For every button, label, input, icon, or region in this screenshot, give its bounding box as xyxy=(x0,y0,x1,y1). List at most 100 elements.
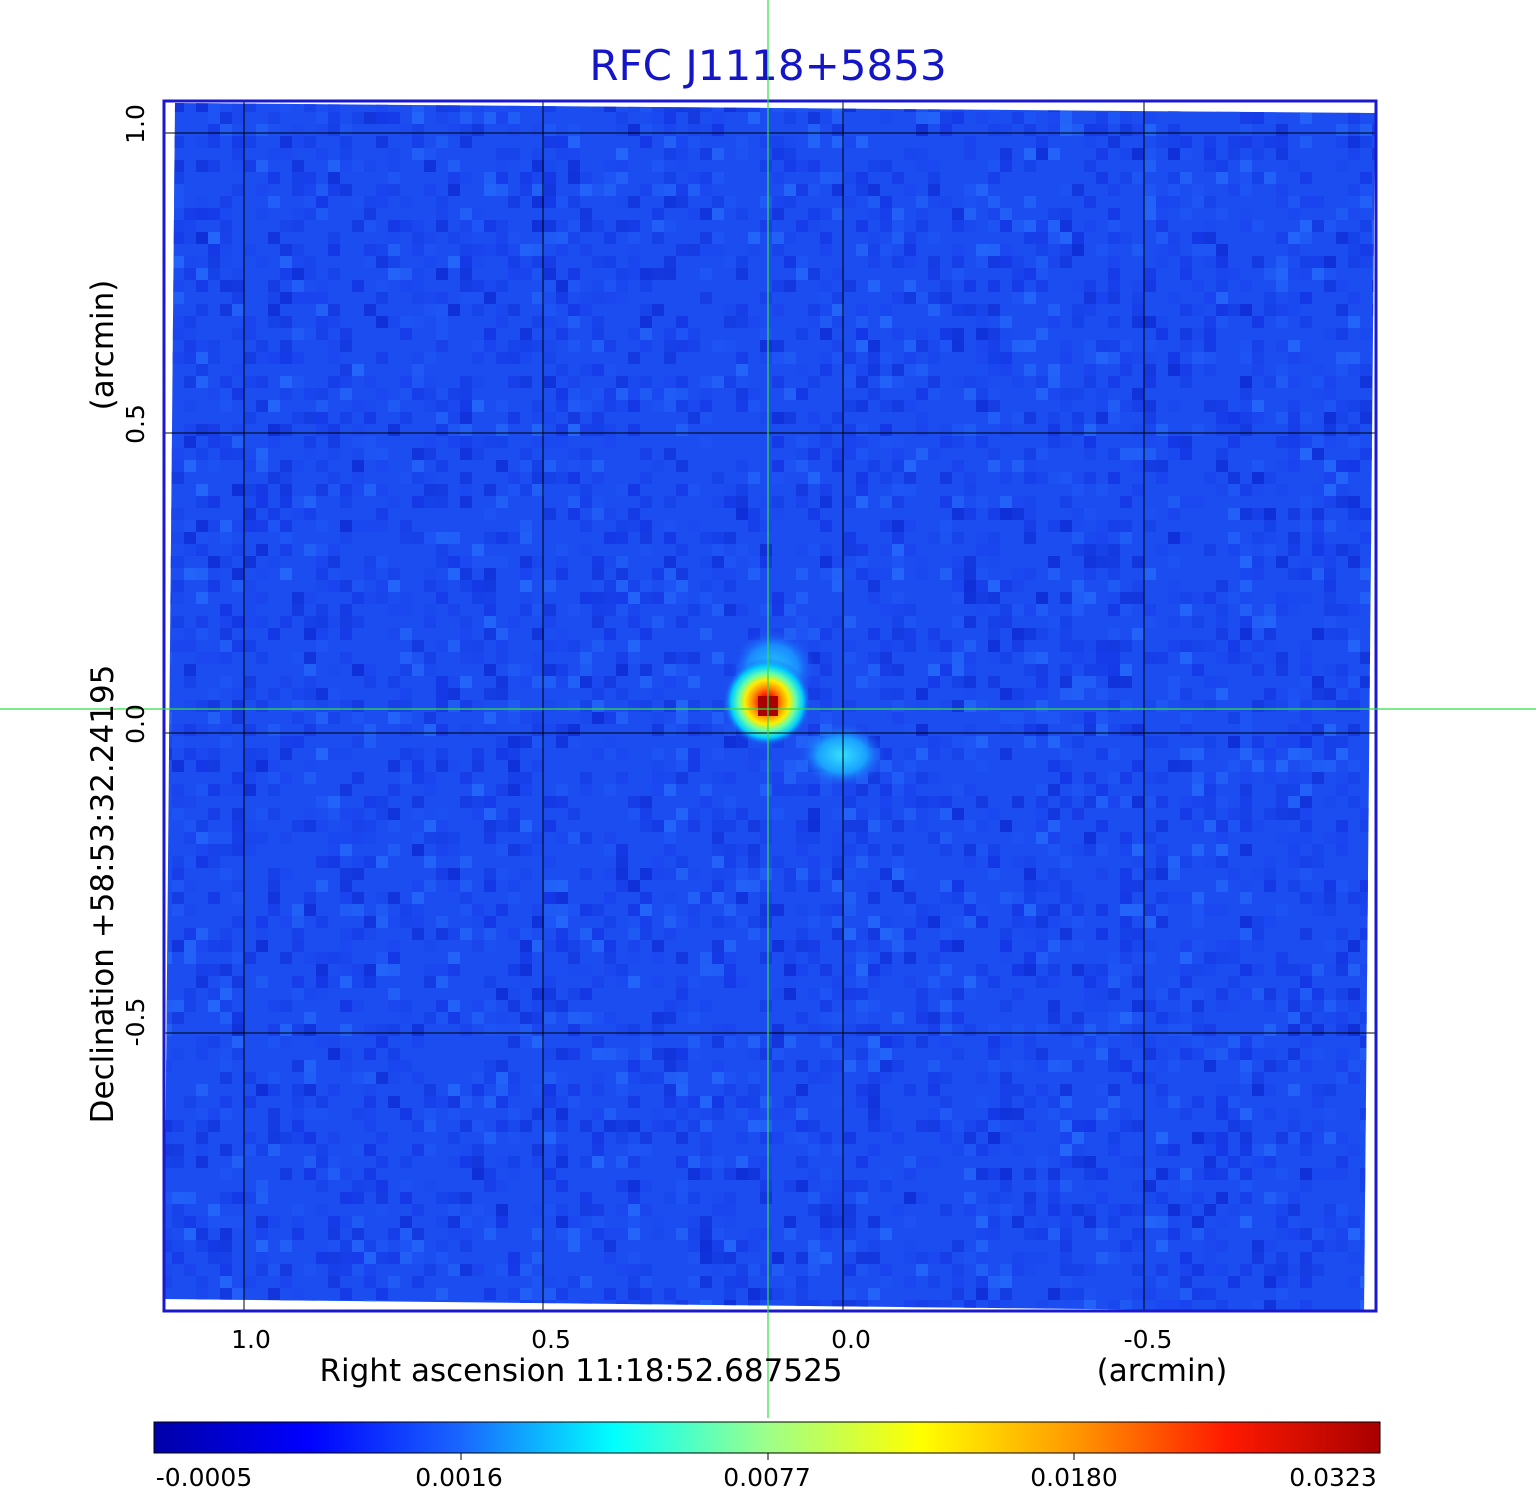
noise-pixel xyxy=(544,1072,556,1084)
noise-pixel xyxy=(1144,436,1156,448)
noise-pixel xyxy=(940,520,952,532)
noise-pixel xyxy=(184,676,196,688)
noise-pixel xyxy=(1096,784,1108,796)
noise-pixel xyxy=(376,460,388,472)
noise-pixel xyxy=(988,400,1000,412)
noise-pixel xyxy=(1000,940,1012,952)
noise-pixel xyxy=(1276,184,1288,196)
noise-pixel xyxy=(988,856,1000,868)
noise-pixel xyxy=(700,532,712,544)
noise-pixel xyxy=(436,412,448,424)
noise-pixel xyxy=(580,448,592,460)
noise-pixel xyxy=(1336,988,1348,1000)
noise-pixel xyxy=(364,1120,376,1132)
noise-pixel xyxy=(1336,160,1348,172)
noise-pixel xyxy=(220,280,232,292)
noise-pixel xyxy=(820,292,832,304)
noise-pixel xyxy=(1264,748,1276,760)
noise-pixel xyxy=(868,976,880,988)
noise-pixel xyxy=(1204,676,1216,688)
noise-pixel xyxy=(1036,448,1048,460)
noise-pixel xyxy=(1144,1180,1156,1192)
noise-pixel xyxy=(1012,568,1024,580)
noise-pixel xyxy=(400,772,412,784)
noise-pixel xyxy=(808,1024,820,1036)
noise-pixel xyxy=(196,1036,208,1048)
noise-pixel xyxy=(592,568,604,580)
noise-pixel xyxy=(220,196,232,208)
noise-pixel xyxy=(652,1216,664,1228)
noise-pixel xyxy=(796,256,808,268)
noise-pixel xyxy=(1048,1000,1060,1012)
noise-pixel xyxy=(628,1216,640,1228)
noise-pixel xyxy=(940,808,952,820)
noise-pixel xyxy=(340,844,352,856)
noise-pixel xyxy=(1288,988,1300,1000)
noise-pixel xyxy=(808,808,820,820)
noise-pixel xyxy=(196,1216,208,1228)
noise-pixel xyxy=(664,868,676,880)
noise-pixel xyxy=(664,1192,676,1204)
noise-pixel xyxy=(808,1240,820,1252)
noise-pixel xyxy=(640,1072,652,1084)
noise-pixel xyxy=(208,460,220,472)
noise-pixel xyxy=(220,928,232,940)
noise-pixel xyxy=(436,424,448,436)
noise-pixel xyxy=(340,1288,352,1300)
noise-pixel xyxy=(376,196,388,208)
noise-pixel xyxy=(184,1216,196,1228)
noise-pixel xyxy=(568,940,580,952)
noise-pixel xyxy=(556,1288,568,1300)
noise-pixel xyxy=(1060,1120,1072,1132)
noise-pixel xyxy=(172,580,184,592)
noise-pixel xyxy=(1132,904,1144,916)
noise-pixel xyxy=(1312,844,1324,856)
noise-pixel xyxy=(1192,1036,1204,1048)
noise-pixel xyxy=(508,304,520,316)
noise-pixel xyxy=(352,580,364,592)
noise-pixel xyxy=(328,376,340,388)
noise-pixel xyxy=(484,568,496,580)
noise-pixel xyxy=(976,256,988,268)
noise-pixel xyxy=(1372,1060,1375,1072)
noise-pixel xyxy=(640,1048,652,1060)
noise-pixel xyxy=(1156,424,1168,436)
noise-pixel xyxy=(340,520,352,532)
noise-pixel xyxy=(1372,556,1375,568)
noise-pixel xyxy=(688,484,700,496)
noise-pixel xyxy=(832,124,844,136)
noise-pixel xyxy=(1132,1228,1144,1240)
noise-pixel xyxy=(1084,1156,1096,1168)
noise-pixel xyxy=(1276,1252,1288,1264)
noise-pixel xyxy=(304,1132,316,1144)
noise-pixel xyxy=(796,436,808,448)
noise-pixel xyxy=(760,1000,772,1012)
noise-pixel xyxy=(616,1024,628,1036)
noise-pixel xyxy=(784,112,796,124)
noise-pixel xyxy=(304,724,316,736)
noise-pixel xyxy=(628,424,640,436)
noise-pixel xyxy=(808,820,820,832)
noise-pixel xyxy=(508,784,520,796)
noise-pixel xyxy=(580,424,592,436)
noise-pixel xyxy=(172,616,184,628)
noise-pixel xyxy=(604,628,616,640)
noise-pixel xyxy=(580,832,592,844)
noise-pixel xyxy=(1120,868,1132,880)
noise-pixel xyxy=(808,1132,820,1144)
noise-pixel xyxy=(928,340,940,352)
noise-pixel xyxy=(164,1000,172,1012)
noise-pixel xyxy=(316,484,328,496)
noise-pixel xyxy=(592,184,604,196)
noise-pixel xyxy=(496,556,508,568)
noise-pixel xyxy=(1000,1084,1012,1096)
noise-pixel xyxy=(520,520,532,532)
noise-pixel xyxy=(460,796,472,808)
noise-pixel xyxy=(424,304,436,316)
noise-pixel xyxy=(952,328,964,340)
noise-pixel xyxy=(292,1096,304,1108)
noise-pixel xyxy=(292,1288,304,1300)
noise-pixel xyxy=(748,1240,760,1252)
noise-pixel xyxy=(1120,1300,1132,1312)
noise-pixel xyxy=(256,568,268,580)
